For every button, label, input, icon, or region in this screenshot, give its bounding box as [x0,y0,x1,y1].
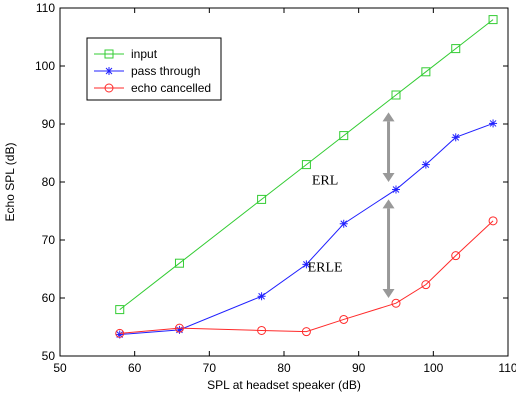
data-point-input [488,15,498,25]
legend-marker-input [104,49,114,59]
x-tick-label: 70 [203,361,217,375]
series-line-input [119,19,494,310]
series-echo-cancelled [115,216,498,338]
data-point-echo-cancelled [257,325,267,335]
legend-marker-pass-through-stroke [105,67,113,75]
legend-marker-pass-through [105,67,113,75]
data-point-pass-through [339,219,348,228]
data-point-pass-through [392,185,400,194]
x-tick-label: 100 [423,361,443,375]
legend-entry-echo-cancelled: echo cancelled [94,81,211,95]
y-tick-label: 110 [36,1,55,15]
annotation-arrow-head [382,173,395,182]
data-point-echo-cancelled [339,314,349,324]
data-point-echo-cancelled [421,280,431,290]
data-point-echo-cancelled [391,298,401,308]
data-point-input [301,160,311,170]
annotation-erle: ERLE [308,199,395,298]
data-point-input [115,305,125,315]
annotation-arrow-head [382,289,395,298]
data-point-echo-cancelled [115,328,125,338]
y-tick-label: 100 [35,59,55,73]
data-point-echo-cancelled [174,323,184,333]
data-point-input [451,44,461,54]
legend-entry-pass-through: pass through [94,64,200,78]
data-point-pass-through-stroke [489,120,497,127]
data-point-pass-through [451,133,460,142]
data-point-pass-through-stroke [392,186,400,193]
data-point-echo-cancelled [488,216,498,226]
data-point-input [174,258,184,268]
data-point-echo-cancelled [451,251,461,261]
data-point-input [391,90,401,100]
y-tick-label: 80 [42,175,56,189]
y-tick-label: 50 [42,349,56,363]
legend-entry-input: input [94,47,158,61]
y-tick-label: 60 [42,291,56,305]
data-point-pass-through [302,260,311,269]
legend-marker-echo-cancelled [104,83,114,93]
x-axis-title: SPL at headset speaker (dB) [207,378,361,392]
x-tick-label: 110 [498,361,516,375]
x-tick-label: 80 [277,361,291,375]
y-tick-label: 90 [42,117,56,131]
y-axis-title: Echo SPL (dB) [3,143,17,222]
series-layer [115,15,498,339]
data-point-input [257,194,267,204]
x-tick-label: 60 [128,361,142,375]
data-point-input [339,131,349,141]
legend-label-input: input [131,47,158,61]
data-point-pass-through-stroke [452,133,460,141]
data-point-echo-cancelled [301,327,311,337]
annotation-label-erle: ERLE [308,260,343,275]
annotation-label-erl: ERL [312,173,338,188]
series-input [115,15,498,315]
annotation-layer: ERL ERLE [308,112,395,298]
data-point-pass-through [257,292,266,301]
x-axis-ticks: 50 60 70 80 90 100 110 [53,8,516,375]
data-point-pass-through-stroke [422,161,430,168]
series-pass-through [115,119,498,339]
x-tick-label: 50 [53,361,67,375]
data-point-pass-through-stroke [303,261,310,268]
data-point-input [421,67,431,77]
data-point-pass-through [421,160,430,169]
annotation-arrow-head [382,112,395,122]
legend: input pass through echo cancelled [86,37,222,101]
x-tick-label: 90 [352,361,366,375]
annotation-arrow-head [382,199,395,209]
y-axis-ticks: 50 60 70 80 90 100 110 [35,1,508,363]
series-line-echo-cancelled [119,220,494,334]
data-point-pass-through [489,119,498,128]
data-point-pass-through [175,325,184,334]
data-point-pass-through-stroke [340,220,348,228]
legend-label-echo-cancelled: echo cancelled [131,81,211,95]
data-point-pass-through-stroke [258,292,265,300]
annotation-erl: ERL [312,112,395,188]
legend-label-pass-through: pass through [131,64,200,78]
y-tick-label: 70 [42,233,56,247]
